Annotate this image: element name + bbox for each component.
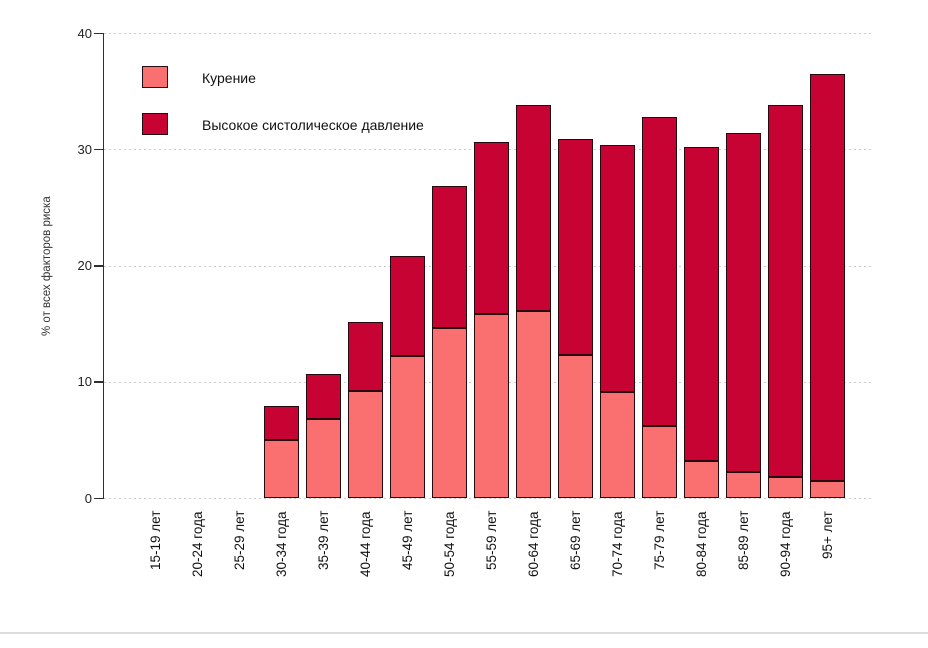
bar-segment-pressure-35-39-лет — [305, 373, 341, 419]
x-axis-label-75-79-лет: 75-79 лет — [651, 511, 667, 571]
legend-label-smoking: Курение — [202, 70, 256, 86]
bar-segment-pressure-40-44-года — [347, 322, 383, 392]
bar-segment-pressure-70-74-года — [599, 144, 635, 393]
legend-swatch-systolic-pressure — [142, 113, 168, 135]
y-axis-title: % от всех факторов риска — [41, 196, 53, 336]
x-axis-label-30-34-года: 30-34 года — [273, 511, 289, 577]
bar-segment-smoking-45-49-лет — [389, 356, 425, 498]
x-axis-label-60-64-года: 60-64 года — [525, 511, 541, 577]
x-axis-label-25-29-лет: 25-29 лет — [231, 511, 247, 571]
bar-segment-smoking-95+-лет — [809, 480, 845, 498]
x-axis-label-70-74-года: 70-74 года — [609, 511, 625, 577]
page-divider-line — [0, 632, 928, 634]
bar-segment-smoking-60-64-года — [515, 310, 551, 498]
x-axis-label-40-44-года: 40-44 года — [357, 511, 373, 577]
bar-segment-pressure-85-89-лет — [725, 132, 761, 473]
bar-segment-pressure-45-49-лет — [389, 256, 425, 357]
bar-segment-smoking-55-59-лет — [473, 314, 509, 498]
bar-segment-pressure-65-69-лет — [557, 138, 593, 355]
y-tick-mark-30 — [94, 148, 103, 151]
bar-segment-smoking-50-54-года — [431, 328, 467, 498]
x-axis-label-20-24-года: 20-24 года — [189, 511, 205, 577]
bar-segment-pressure-95+-лет — [809, 73, 845, 481]
legend-label-systolic-pressure: Высокое систолическое давление — [202, 117, 424, 133]
y-tick-mark-0 — [94, 497, 103, 499]
y-tick-mark-40 — [94, 32, 103, 34]
x-axis-label-45-49-лет: 45-49 лет — [399, 511, 415, 571]
x-axis-label-50-54-года: 50-54 года — [441, 511, 457, 577]
x-axis-label-35-39-лет: 35-39 лет — [315, 511, 331, 571]
bar-segment-pressure-75-79-лет — [641, 116, 677, 426]
y-tick-label-10: 10 — [77, 374, 92, 390]
bar-segment-smoking-35-39-лет — [305, 418, 341, 498]
y-tick-label-30: 30 — [77, 141, 92, 157]
x-axis-label-55-59-лет: 55-59 лет — [483, 511, 499, 571]
bar-segment-smoking-80-84-года — [683, 460, 719, 498]
y-tick-mark-20 — [94, 265, 103, 267]
y-tick-label-0: 0 — [84, 490, 92, 506]
y-axis-line — [102, 33, 104, 499]
bar-segment-pressure-55-59-лет — [473, 142, 509, 315]
gridline-y-0 — [104, 498, 872, 499]
legend-swatch-smoking — [142, 66, 168, 88]
x-axis-label-15-19-лет: 15-19 лет — [147, 511, 163, 571]
gridline-y-40 — [104, 33, 872, 34]
bar-segment-pressure-90-94-года — [767, 105, 803, 478]
x-axis-label-95+-лет: 95+ лет — [819, 511, 835, 559]
bar-segment-smoking-90-94-года — [767, 477, 803, 498]
x-axis-label-90-94-года: 90-94 года — [777, 511, 793, 577]
y-tick-label-20: 20 — [77, 258, 92, 273]
x-axis-label-85-89-лет: 85-89 лет — [735, 511, 751, 571]
bar-segment-smoking-75-79-лет — [641, 425, 677, 498]
x-axis-label-80-84-года: 80-84 года — [693, 511, 709, 577]
bar-segment-pressure-30-34-года — [263, 406, 299, 440]
bar-segment-smoking-70-74-года — [599, 392, 635, 498]
bar-segment-pressure-50-54-года — [431, 186, 467, 329]
bar-segment-smoking-65-69-лет — [557, 355, 593, 498]
bar-segment-pressure-60-64-года — [515, 105, 551, 311]
y-tick-label-40: 40 — [77, 25, 92, 41]
y-tick-mark-10 — [94, 381, 103, 383]
bar-segment-smoking-85-89-лет — [725, 472, 761, 498]
bar-segment-smoking-40-44-года — [347, 391, 383, 498]
x-axis-label-65-69-лет: 65-69 лет — [567, 511, 583, 571]
bar-segment-pressure-80-84-года — [683, 146, 719, 461]
bar-segment-smoking-30-34-года — [263, 439, 299, 498]
